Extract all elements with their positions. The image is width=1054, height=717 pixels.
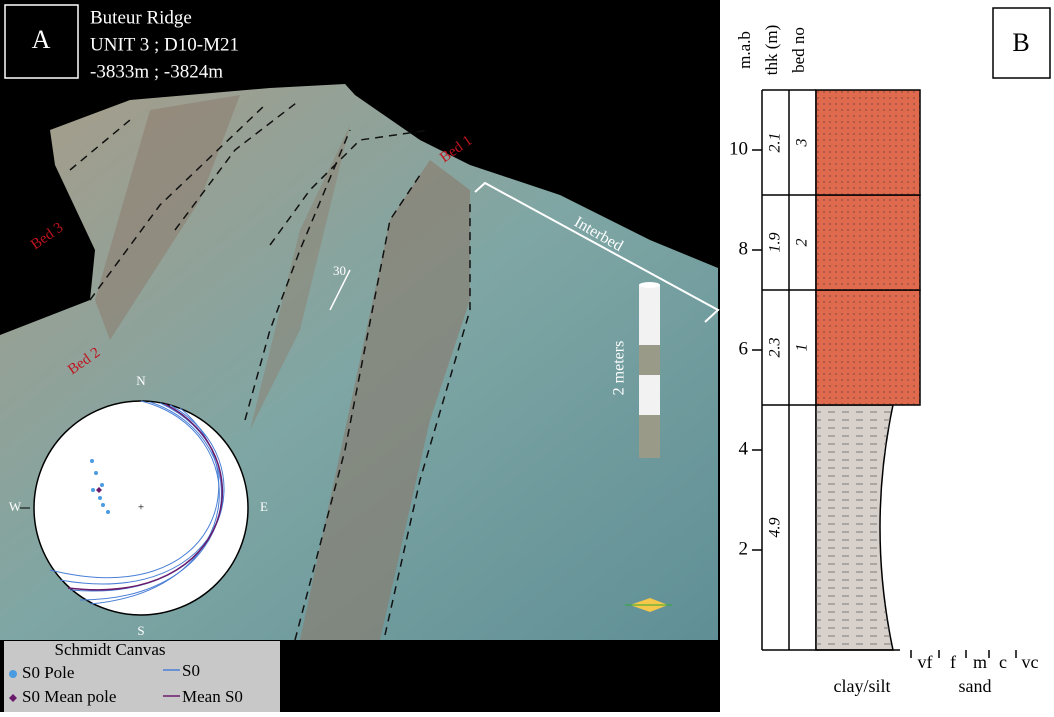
y-tick-label: 10 bbox=[729, 138, 748, 159]
direction-label: N bbox=[136, 373, 146, 388]
unit-pattern bbox=[816, 290, 920, 405]
column-header: bed no bbox=[789, 27, 808, 73]
thickness-label: 2.3 bbox=[767, 338, 784, 358]
y-tick-label: 6 bbox=[739, 338, 749, 359]
thickness-label: 2.1 bbox=[767, 133, 784, 153]
grain-size-label: f bbox=[950, 652, 956, 672]
title-line: -3833m ; -3824m bbox=[90, 61, 223, 82]
legend-title: Schmidt Canvas bbox=[55, 640, 166, 659]
grain-size-label: m bbox=[973, 652, 987, 672]
grain-size-label: vc bbox=[1022, 652, 1039, 672]
column-header: thk (m) bbox=[762, 25, 781, 76]
bed-number: 2 bbox=[794, 239, 811, 247]
annotation: 2 meters bbox=[611, 341, 628, 396]
direction-label: W bbox=[9, 499, 22, 514]
scale-bar bbox=[639, 282, 660, 458]
bed-number: 1 bbox=[794, 344, 811, 352]
title-line: UNIT 3 ; D10-M21 bbox=[90, 34, 239, 55]
grain-group-label: clay/silt bbox=[834, 676, 891, 696]
grain-group-label: sand bbox=[959, 676, 992, 696]
direction-label: E bbox=[260, 499, 268, 514]
thickness-label: 4.9 bbox=[767, 518, 784, 538]
panel-label: A bbox=[32, 25, 51, 54]
column-header: m.a.b bbox=[735, 31, 754, 69]
bed-number: 3 bbox=[794, 139, 811, 148]
thickness-label: 1.9 bbox=[767, 233, 784, 253]
legend-item: S0 Mean pole bbox=[22, 687, 116, 706]
unit-pattern bbox=[816, 195, 920, 290]
direction-label: S bbox=[137, 623, 144, 638]
unit-pattern bbox=[816, 90, 920, 195]
grain-size-label: c bbox=[999, 652, 1007, 672]
y-tick-label: 2 bbox=[739, 538, 749, 559]
svg-text:+: + bbox=[138, 502, 144, 514]
legend-item: S0 bbox=[182, 661, 200, 680]
y-tick-label: 8 bbox=[739, 238, 749, 259]
legend-item: S0 Pole bbox=[22, 663, 74, 682]
panel-label: B bbox=[1012, 28, 1029, 57]
y-tick-label: 4 bbox=[739, 438, 749, 459]
unit-pattern bbox=[816, 405, 893, 650]
grain-size-label: vf bbox=[918, 652, 933, 672]
annotation: 30 bbox=[333, 263, 346, 278]
legend-item: Mean S0 bbox=[182, 687, 243, 706]
title-line: Buteur Ridge bbox=[90, 7, 192, 28]
legend-symbol bbox=[9, 670, 17, 678]
figure: A Buteur Ridge UNIT 3 ; D10-M21 -3833m ;… bbox=[0, 0, 1054, 712]
